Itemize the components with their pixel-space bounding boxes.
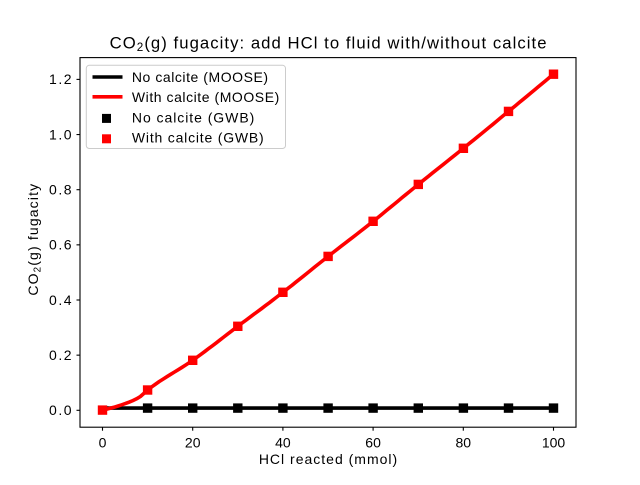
svg-text:With calcite (MOOSE): With calcite (MOOSE) bbox=[132, 89, 280, 105]
svg-text:0.2: 0.2 bbox=[49, 347, 73, 363]
svg-text:0: 0 bbox=[99, 434, 107, 450]
svg-text:0.0: 0.0 bbox=[49, 402, 73, 418]
svg-text:CO2(g) fugacity: add HCl to fl: CO2(g) fugacity: add HCl to fluid with/w… bbox=[110, 34, 548, 55]
svg-text:0.8: 0.8 bbox=[49, 182, 73, 198]
svg-text:80: 80 bbox=[456, 434, 472, 450]
svg-text:40: 40 bbox=[275, 434, 291, 450]
svg-text:60: 60 bbox=[365, 434, 381, 450]
svg-text:No calcite (GWB): No calcite (GWB) bbox=[132, 109, 255, 125]
svg-text:0.6: 0.6 bbox=[49, 237, 73, 253]
svg-text:CO2(g) fugacity: CO2(g) fugacity bbox=[25, 183, 44, 296]
svg-text:0.4: 0.4 bbox=[49, 292, 73, 308]
svg-text:With calcite (GWB): With calcite (GWB) bbox=[132, 129, 265, 145]
svg-text:1.2: 1.2 bbox=[49, 71, 73, 87]
svg-text:100: 100 bbox=[542, 434, 566, 450]
svg-text:1.0: 1.0 bbox=[49, 126, 73, 142]
svg-text:HCl reacted (mmol): HCl reacted (mmol) bbox=[259, 451, 398, 467]
svg-text:No calcite (MOOSE): No calcite (MOOSE) bbox=[132, 69, 269, 85]
svg-text:20: 20 bbox=[185, 434, 201, 450]
